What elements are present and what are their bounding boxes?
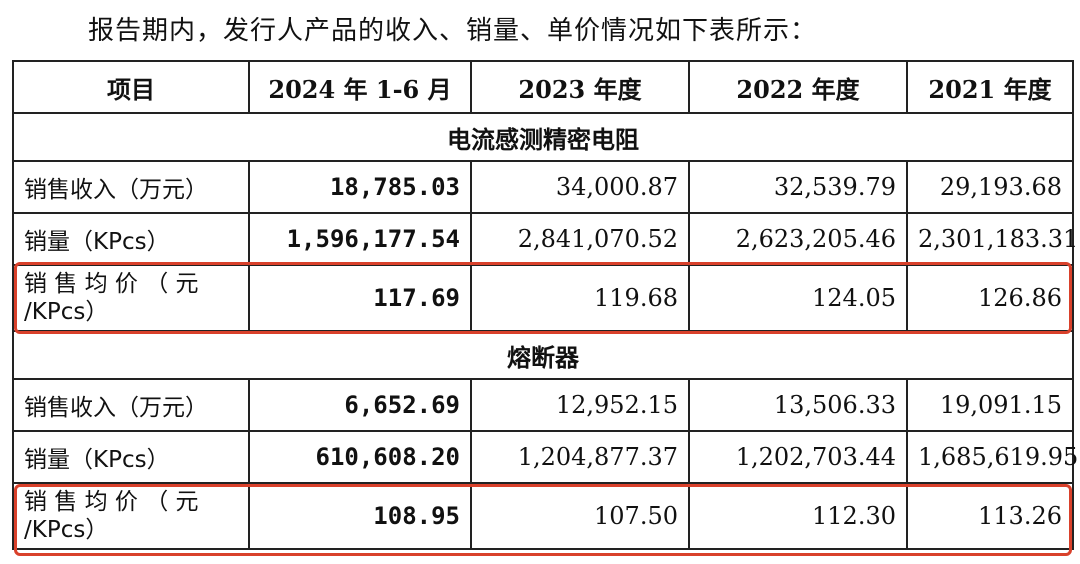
cell-value: 119.68	[470, 264, 690, 332]
row-label-line1: 销 售 均 价 （ 元	[24, 271, 199, 297]
cell-value: 6,652.69	[248, 378, 472, 432]
cell-value: 117.69	[248, 264, 472, 332]
row-label: 销量（KPcs）	[12, 430, 250, 484]
cell-value: 34,000.87	[470, 160, 690, 214]
row-label: 销量（KPcs）	[12, 212, 250, 266]
cell-value: 2,301,183.31	[906, 212, 1078, 266]
row-label: 销售收入（万元）	[12, 160, 250, 214]
section-title-resistor: 电流感测精密电阻	[12, 112, 1074, 162]
cell-value: 18,785.03	[248, 160, 472, 214]
table-row: 销售收入（万元） 6,652.69 12,952.15 13,506.33 19…	[12, 378, 1074, 432]
section-row: 熔断器	[12, 330, 1074, 380]
header-2021: 2021 年度	[906, 60, 1074, 114]
row-label: 销售收入（万元）	[12, 378, 250, 432]
header-2023: 2023 年度	[470, 60, 690, 114]
header-row: 项目 2024 年 1-6 月 2023 年度 2022 年度 2021 年度	[12, 60, 1074, 114]
table-row: 销 售 均 价 （ 元 /KPcs） 117.69 119.68 124.05 …	[12, 264, 1074, 332]
section-row: 电流感测精密电阻	[12, 112, 1074, 162]
row-label-line2: /KPcs）	[24, 299, 109, 325]
cell-value: 32,539.79	[688, 160, 908, 214]
cell-value: 12,952.15	[470, 378, 690, 432]
row-label: 销 售 均 价 （ 元 /KPcs）	[12, 264, 250, 332]
cell-value: 2,623,205.46	[688, 212, 908, 266]
row-label-line1: 销 售 均 价 （ 元	[24, 489, 199, 515]
section-title-fuse: 熔断器	[12, 330, 1074, 380]
product-revenue-table: 项目 2024 年 1-6 月 2023 年度 2022 年度 2021 年度 …	[12, 60, 1078, 550]
table-row: 销 售 均 价 （ 元 /KPcs） 108.95 107.50 112.30 …	[12, 482, 1074, 550]
row-label-line2: /KPcs）	[24, 517, 109, 543]
header-2022: 2022 年度	[688, 60, 908, 114]
table-row: 销量（KPcs） 1,596,177.54 2,841,070.52 2,623…	[12, 212, 1078, 266]
cell-value: 1,596,177.54	[248, 212, 472, 266]
table-row: 销量（KPcs） 610,608.20 1,204,877.37 1,202,7…	[12, 430, 1078, 484]
cell-value: 113.26	[906, 482, 1074, 550]
header-2024h1: 2024 年 1-6 月	[248, 60, 472, 114]
cell-value: 124.05	[688, 264, 908, 332]
header-item: 项目	[12, 60, 250, 114]
cell-value: 107.50	[470, 482, 690, 550]
cell-value: 126.86	[906, 264, 1074, 332]
row-label: 销 售 均 价 （ 元 /KPcs）	[12, 482, 250, 550]
table-row: 销售收入（万元） 18,785.03 34,000.87 32,539.79 2…	[12, 160, 1074, 214]
cell-value: 610,608.20	[248, 430, 472, 484]
intro-paragraph: 报告期内，发行人产品的收入、销量、单价情况如下表所示：	[88, 16, 818, 46]
cell-value: 108.95	[248, 482, 472, 550]
cell-value: 2,841,070.52	[470, 212, 690, 266]
cell-value: 13,506.33	[688, 378, 908, 432]
cell-value: 1,204,877.37	[470, 430, 690, 484]
cell-value: 1,202,703.44	[688, 430, 908, 484]
cell-value: 112.30	[688, 482, 908, 550]
cell-value: 29,193.68	[906, 160, 1074, 214]
cell-value: 19,091.15	[906, 378, 1074, 432]
cell-value: 1,685,619.95	[906, 430, 1078, 484]
